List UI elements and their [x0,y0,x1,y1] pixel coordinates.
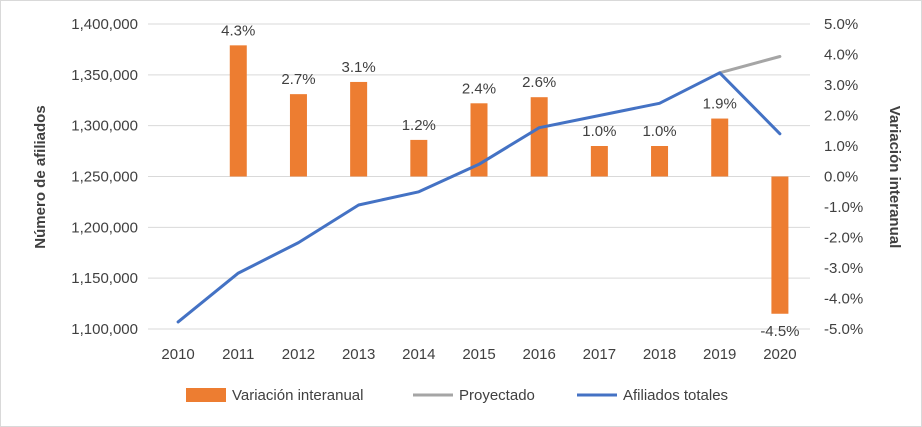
line-proyectado [718,55,782,75]
bar-data-label: 2.7% [281,71,315,88]
right-tick-label: -4.0% [824,291,863,308]
x-tick-label: 2020 [763,346,796,363]
left-tick-label: 1,200,000 [71,219,138,236]
bar-data-label: 1.0% [642,123,676,140]
x-tick-label: 2012 [282,346,315,363]
bar-data-label: -4.5% [760,323,799,340]
legend-label: Proyectado [459,387,535,404]
legend-label: Afiliados totales [623,387,728,404]
right-axis-ticks: -5.0% -4.0% -3.0% -2.0% -1.0% 0.0% 1.0% 2.0% 3.0… [824,16,863,338]
bar-data-label: 1.9% [703,96,737,113]
left-tick-label: 1,100,000 [71,321,138,338]
line-series [176,55,782,324]
right-tick-label: 2.0% [824,108,858,125]
bar [350,81,368,177]
bar [229,45,247,177]
bar-data-label: 2.6% [522,74,556,91]
right-tick-label: 0.0% [824,169,858,186]
right-tick-label: -5.0% [824,321,863,338]
bar [530,97,548,177]
bar [711,118,729,177]
x-tick-label: 2015 [462,346,495,363]
x-tick-label: 2017 [583,346,616,363]
right-tick-label: 5.0% [824,16,858,33]
left-tick-label: 1,350,000 [71,67,138,84]
left-axis-title: Número de afiliados [32,105,49,248]
bar-data-label: 1.2% [402,117,436,134]
legend-swatch-bar [186,388,226,402]
x-tick-label: 2011 [222,346,254,363]
line-afiliados-totales [176,71,782,324]
right-tick-label: -1.0% [824,199,863,216]
left-tick-label: 1,300,000 [71,118,138,135]
x-tick-label: 2019 [703,346,736,363]
bar-data-label: 3.1% [342,59,376,76]
right-tick-label: -3.0% [824,260,863,277]
bar-data-label: 4.3% [221,22,255,39]
legend: Variación interanual Proyectado Afiliados … [186,387,728,404]
x-axis-ticks: 2010 2011 2012 2013 2014 2015 2016 2017 2018 2019… [161,346,796,363]
bar [651,146,669,177]
bar [771,176,789,314]
bar-data-label: 1.0% [582,123,616,140]
left-tick-label: 1,400,000 [71,16,138,33]
legend-label: Variación interanual [232,387,363,404]
right-tick-label: -2.0% [824,230,863,247]
x-tick-label: 2013 [342,346,375,363]
bar-series-variacion [229,45,789,314]
x-tick-label: 2010 [161,346,194,363]
x-tick-label: 2018 [643,346,676,363]
bar [289,94,307,177]
bar [470,103,488,177]
bar-data-label: 2.4% [462,80,496,97]
left-tick-label: 1,250,000 [71,169,138,186]
right-axis-title: Variación interanual [886,106,903,249]
left-tick-label: 1,150,000 [71,270,138,287]
right-tick-label: 3.0% [824,77,858,94]
x-tick-label: 2014 [402,346,435,363]
bar [410,139,428,177]
bar [590,146,608,177]
x-tick-label: 2016 [522,346,555,363]
bar-data-labels: 4.3% 2.7% 3.1% 1.2% 2.4% 2.6% 1.0% 1.0% 1.9% -4.5… [221,22,799,339]
right-tick-label: 1.0% [824,138,858,155]
left-axis-ticks: 1,100,000 1,150,000 1,200,000 1,250,000 1,30… [71,16,138,338]
right-tick-label: 4.0% [824,47,858,64]
